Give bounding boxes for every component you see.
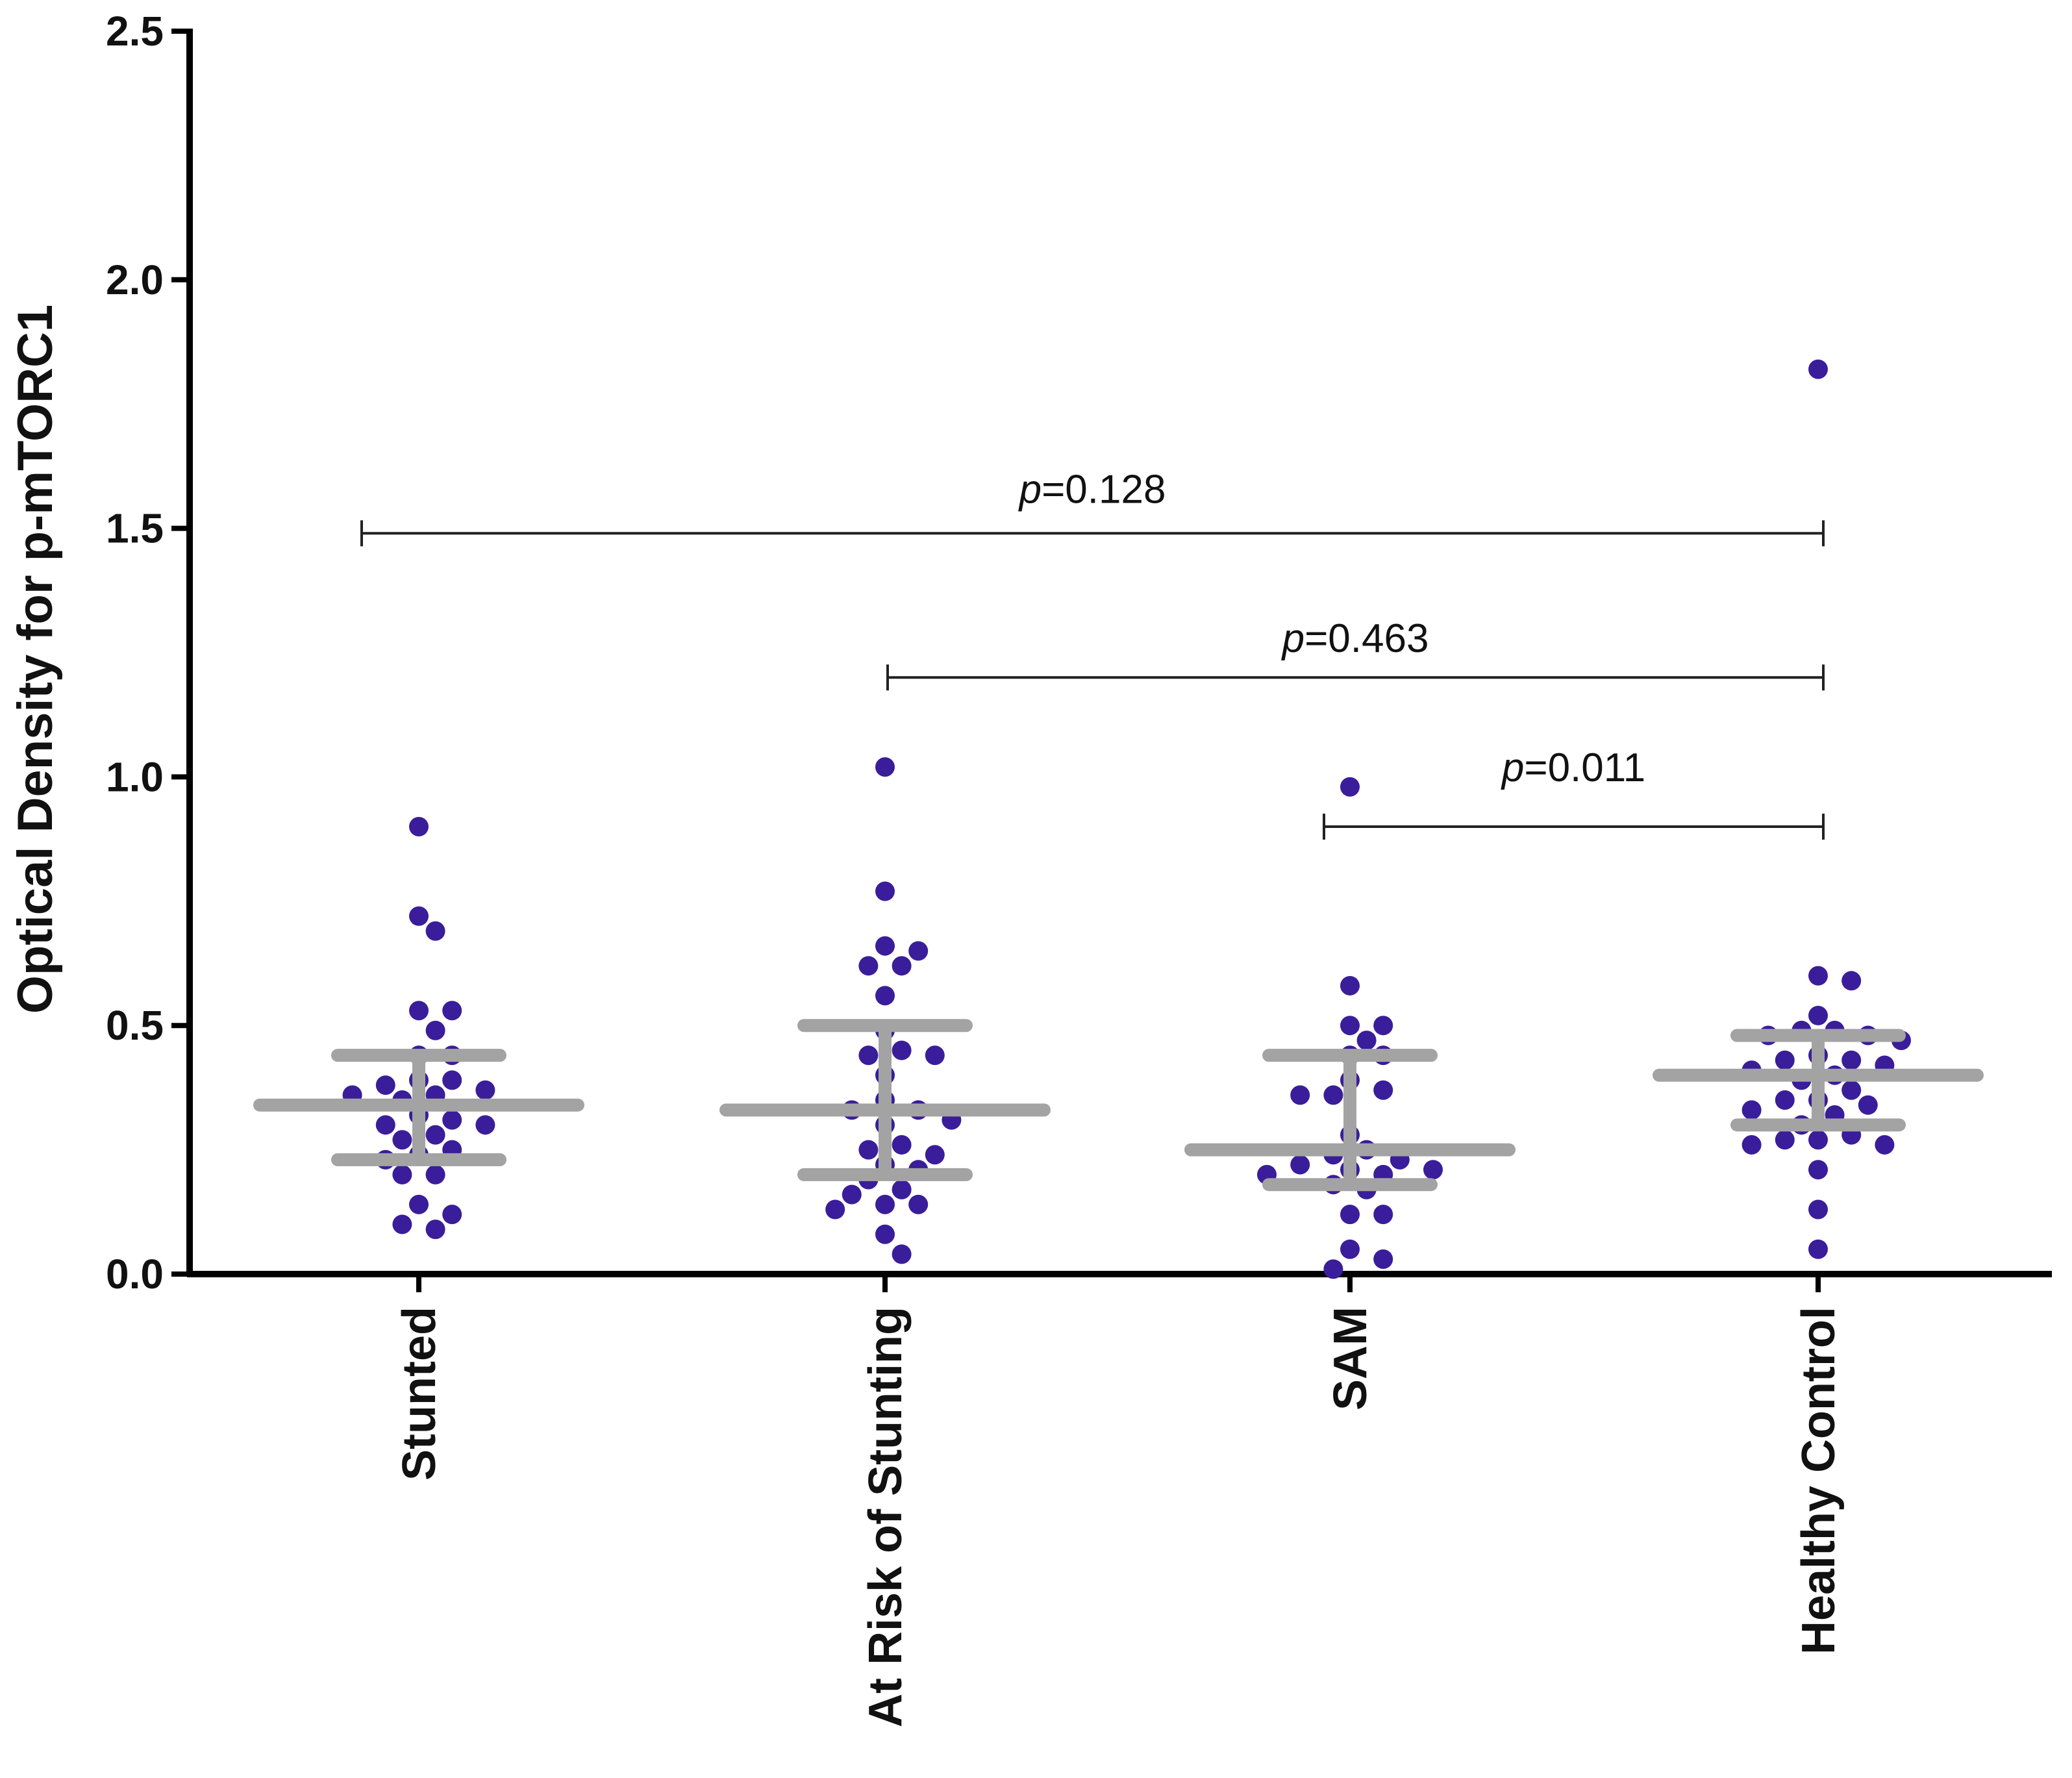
data-point: [1323, 1259, 1343, 1279]
data-point: [892, 1040, 912, 1060]
y-tick-label: 1.0: [106, 753, 164, 800]
x-tick-label: Healthy Control: [1793, 1307, 1845, 1655]
data-point: [842, 1184, 862, 1205]
data-point: [1841, 1050, 1862, 1070]
data-point: [425, 1220, 445, 1240]
data-point: [1290, 1085, 1310, 1105]
data-point: [908, 941, 929, 961]
y-axis: 0.0 0.5 1.0 1.5 2.0 2.5: [106, 8, 193, 1297]
data-point: [892, 1134, 912, 1155]
data-point: [1340, 777, 1360, 797]
data-point: [1875, 1134, 1895, 1155]
data-point: [1356, 1031, 1377, 1051]
p-value-label: p=0.011: [1501, 745, 1645, 790]
y-tick-label: 1.5: [106, 505, 164, 552]
data-point: [875, 881, 895, 901]
data-point: [1340, 1239, 1360, 1259]
p-value-label: p=0.463: [1281, 616, 1429, 661]
data-point: [392, 1214, 412, 1234]
data-point: [875, 1194, 895, 1214]
data-point: [475, 1080, 495, 1100]
data-point: [392, 1164, 412, 1184]
data-point: [875, 757, 895, 777]
x-tick-label: SAM: [1325, 1307, 1377, 1410]
x-tick-label: Stunted: [393, 1307, 445, 1481]
data-point: [1741, 1134, 1762, 1155]
data-point: [392, 1130, 412, 1150]
p-value-label: p=0.128: [1018, 467, 1166, 512]
p-symbol: p: [1018, 467, 1042, 512]
p-value: =0.128: [1042, 467, 1166, 512]
data-point: [1808, 1130, 1828, 1150]
data-point: [1373, 1205, 1393, 1225]
data-point: [875, 1224, 895, 1244]
y-tick-label: 0.5: [106, 1002, 164, 1049]
data-point: [1775, 1050, 1795, 1070]
data-point: [442, 1001, 462, 1021]
data-point: [475, 1115, 495, 1135]
data-point: [1741, 1100, 1762, 1120]
data-point: [875, 936, 895, 956]
data-point: [925, 1046, 945, 1066]
data-point: [825, 1199, 845, 1220]
data-point: [425, 1125, 445, 1145]
data-point: [375, 1075, 395, 1096]
data-point: [892, 1244, 912, 1264]
data-point: [1373, 1016, 1393, 1036]
data-point: [1841, 1080, 1862, 1100]
data-point: [1373, 1249, 1393, 1270]
p-symbol: p: [1281, 616, 1304, 661]
data-point: [425, 1164, 445, 1184]
data-point: [425, 1020, 445, 1040]
data-point: [925, 1145, 945, 1165]
data-point: [875, 986, 895, 1006]
data-point: [1775, 1130, 1795, 1150]
data-point: [892, 1179, 912, 1199]
data-point: [1423, 1160, 1443, 1180]
data-point: [409, 816, 429, 836]
data-point: [1858, 1095, 1878, 1115]
p-symbol: p: [1501, 745, 1524, 790]
data-point: [892, 956, 912, 976]
data-point: [442, 1110, 462, 1130]
data-point: [375, 1115, 395, 1135]
data-point: [908, 1194, 929, 1214]
data-point: [858, 956, 879, 976]
data-point: [1808, 1199, 1828, 1220]
data-point: [409, 1194, 429, 1214]
summary-bars: [253, 1019, 1984, 1192]
data-point: [1808, 1160, 1828, 1180]
data-point: [858, 1140, 879, 1160]
data-point: [1808, 1239, 1828, 1259]
y-tick-label: 0.0: [106, 1251, 164, 1297]
data-point: [409, 1001, 429, 1021]
data-point: [858, 1046, 879, 1066]
data-point: [1340, 1016, 1360, 1036]
y-tick-label: 2.0: [106, 257, 164, 303]
data-point: [409, 906, 429, 926]
x-tick-label: At Risk of Stunting: [860, 1307, 912, 1727]
data-point: [1808, 359, 1828, 379]
data-point: [442, 1205, 462, 1225]
data-point: [442, 1070, 462, 1090]
x-axis: Stunted At Risk of Stunting SAM Healthy Con…: [187, 1271, 2052, 1727]
data-point: [1841, 971, 1862, 991]
data-point: [1373, 1080, 1393, 1100]
p-value: =0.463: [1304, 616, 1429, 661]
data-point: [1808, 1005, 1828, 1025]
data-point: [1323, 1085, 1343, 1105]
data-point: [425, 921, 445, 941]
data-point: [1808, 966, 1828, 986]
data-point: [1340, 1205, 1360, 1225]
p-value: =0.011: [1524, 745, 1645, 790]
data-point: [1340, 975, 1360, 995]
y-axis-title: Optical Density for p-mTORC1: [8, 305, 63, 1014]
data-point: [1290, 1155, 1310, 1175]
y-tick-label: 2.5: [106, 8, 164, 55]
data-point: [1775, 1090, 1795, 1110]
